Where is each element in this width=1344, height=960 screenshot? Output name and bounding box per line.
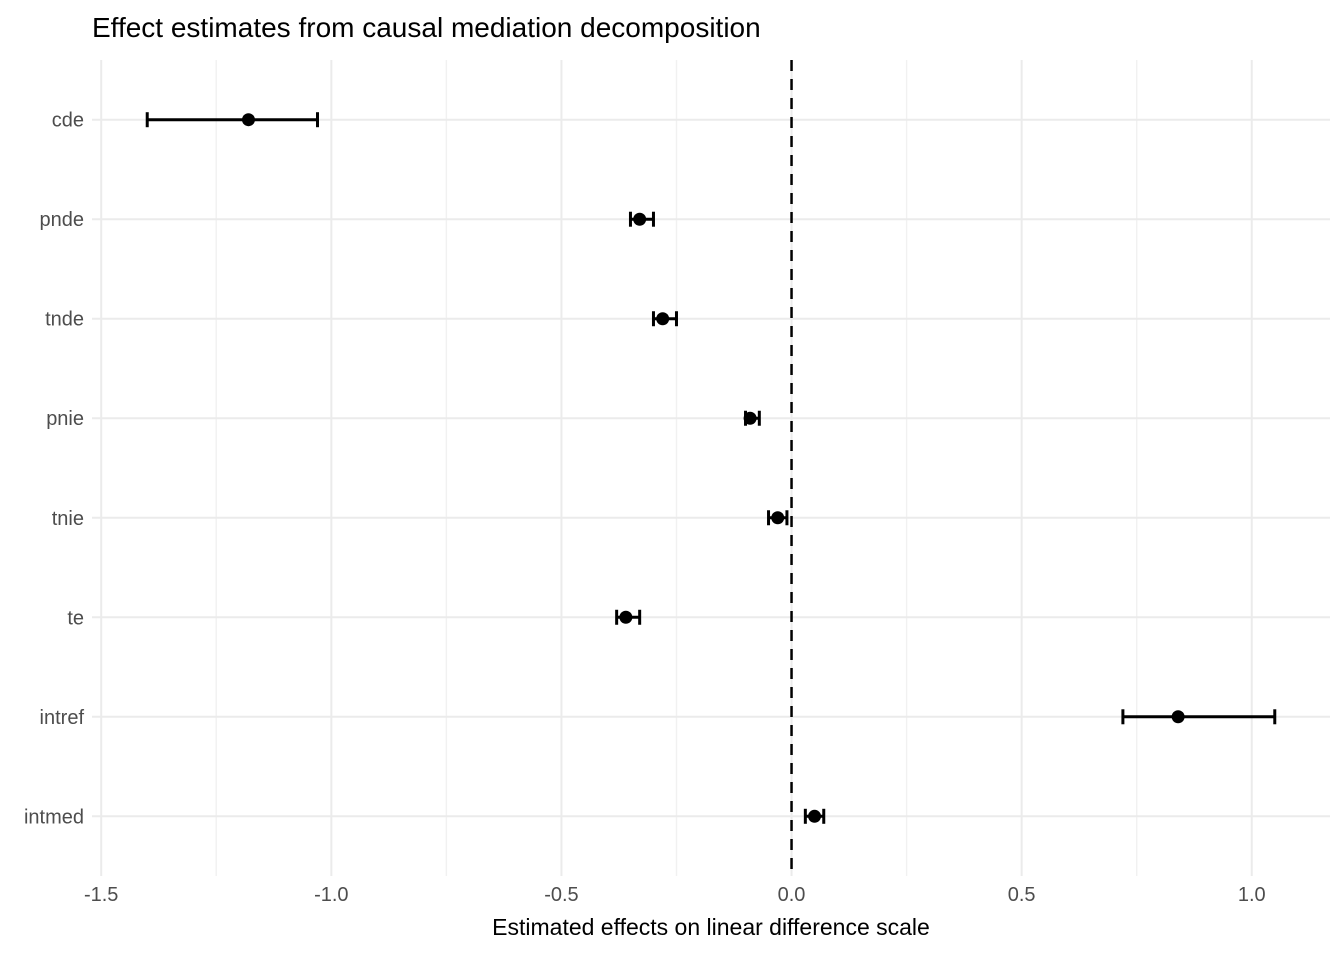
x-tick-label-0.5: 0.5 (1008, 884, 1036, 906)
x-tick-label-1.0: 1.0 (1238, 884, 1266, 906)
y-tick-label-cde: cde (52, 110, 84, 132)
point-estimate-cde (241, 113, 255, 127)
x-tick-label--1.5: -1.5 (84, 884, 118, 906)
point-estimate-tnie (771, 511, 785, 525)
plot-title: Effect estimates from causal mediation d… (92, 12, 761, 43)
y-tick-label-tnde: tnde (45, 309, 84, 331)
y-tick-label-pnie: pnie (46, 408, 84, 430)
x-tick-label--1.0: -1.0 (314, 884, 348, 906)
point-estimate-tnde (656, 312, 670, 326)
x-axis-title: Estimated effects on linear difference s… (492, 914, 930, 940)
x-tick-label--0.5: -0.5 (544, 884, 578, 906)
y-tick-label-intmed: intmed (24, 806, 84, 828)
point-estimate-pnde (633, 212, 647, 226)
y-tick-label-te: te (67, 607, 84, 629)
point-estimate-intmed (808, 809, 822, 823)
y-tick-label-tnie: tnie (52, 508, 84, 530)
point-estimate-te (619, 610, 633, 624)
y-tick-label-pnde: pnde (40, 209, 85, 231)
x-tick-label-0.0: 0.0 (778, 884, 806, 906)
point-estimate-pnie (743, 411, 757, 425)
point-estimate-intref (1171, 710, 1185, 724)
y-tick-label-intref: intref (40, 707, 85, 729)
